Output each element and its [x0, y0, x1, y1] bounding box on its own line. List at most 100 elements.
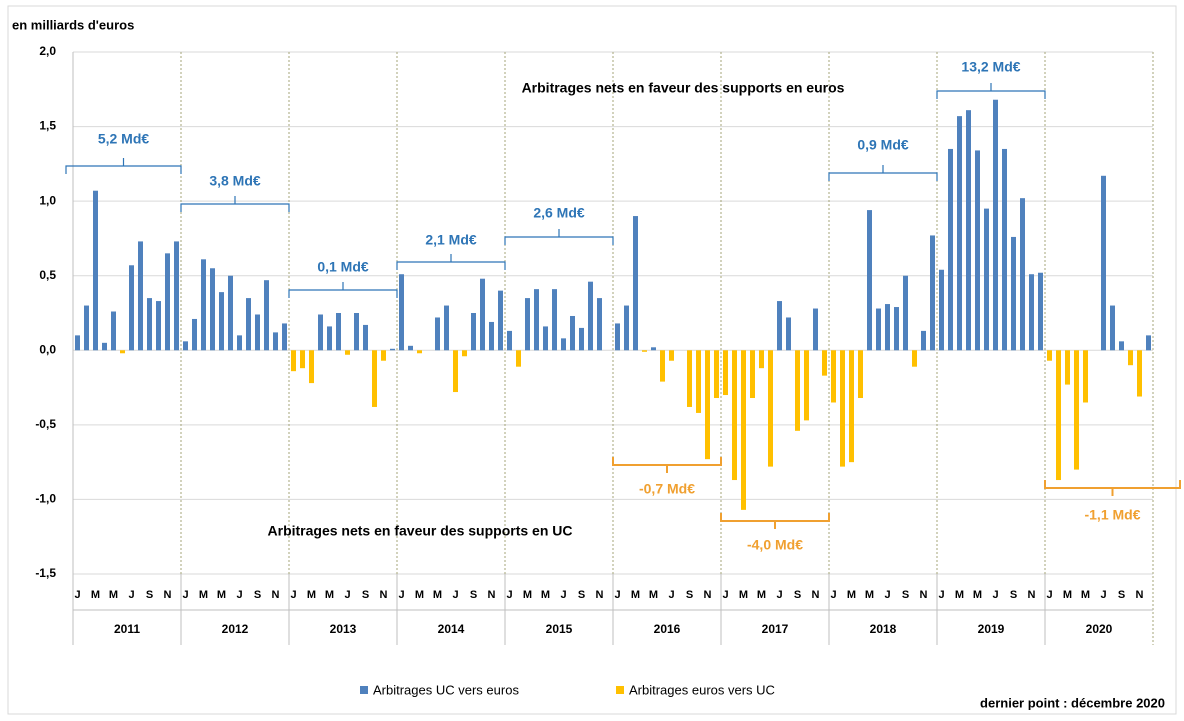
annotation: 13,2 Md€ — [961, 59, 1020, 75]
y-tick-label: -0,5 — [35, 417, 56, 431]
bar — [939, 269, 944, 351]
bracket — [612, 457, 722, 473]
bar — [1110, 305, 1115, 351]
bar — [300, 350, 305, 369]
annotation: Arbitrages nets en faveur des supports e… — [268, 523, 573, 539]
y-tick-label: 2,0 — [39, 44, 56, 58]
annotation: -0,7 Md€ — [639, 481, 695, 497]
bar — [696, 350, 701, 413]
x-tick-label: J — [1046, 589, 1052, 601]
bar — [723, 350, 728, 396]
x-tick-label: J — [992, 589, 998, 601]
x-tick-label: J — [776, 589, 782, 601]
x-tick-label: M — [109, 589, 118, 601]
x-tick-label: N — [596, 589, 604, 601]
bar — [309, 350, 314, 384]
bar — [813, 308, 818, 351]
x-tick-label: M — [91, 589, 100, 601]
annotation: 0,9 Md€ — [857, 137, 909, 153]
bar — [444, 305, 449, 351]
bar — [795, 350, 800, 431]
x-tick-label: M — [865, 589, 874, 601]
x-tick-label: J — [722, 589, 728, 601]
bar — [570, 315, 575, 351]
bar — [984, 208, 989, 351]
bar — [705, 350, 710, 460]
year-label: 2011 — [114, 622, 140, 636]
annotation: -1,1 Md€ — [1084, 507, 1140, 523]
x-tick-label: S — [470, 589, 477, 601]
bar — [858, 350, 863, 399]
annotation: 0,1 Md€ — [317, 259, 369, 275]
legend-label: Arbitrages euros vers UC — [629, 682, 775, 697]
bar — [489, 321, 494, 351]
bar — [786, 317, 791, 351]
bar — [1011, 236, 1016, 351]
bracket — [504, 229, 614, 245]
bar — [480, 278, 485, 351]
bar — [552, 289, 557, 351]
bar — [471, 313, 476, 351]
annotation: -4,0 Md€ — [747, 537, 803, 553]
x-tick-label: J — [830, 589, 836, 601]
bar — [543, 326, 548, 351]
y-tick-label: 0,5 — [39, 268, 56, 282]
bar — [291, 350, 296, 372]
bracket — [720, 513, 830, 529]
bar — [975, 150, 980, 351]
x-tick-label: M — [523, 589, 532, 601]
bar — [903, 275, 908, 351]
x-tick-label: M — [1081, 589, 1090, 601]
bar — [885, 304, 890, 351]
bar — [174, 241, 179, 351]
bar — [192, 318, 197, 351]
bar — [435, 317, 440, 351]
bar — [111, 311, 116, 351]
x-tick-label: M — [217, 589, 226, 601]
bar — [1065, 350, 1070, 385]
bar — [750, 350, 755, 399]
x-tick-label: J — [614, 589, 620, 601]
chart-frame — [7, 5, 1177, 715]
x-tick-label: N — [488, 589, 496, 601]
bar — [336, 313, 341, 351]
x-tick-label: M — [325, 589, 334, 601]
year-label: 2020 — [1086, 622, 1113, 636]
legend-swatch — [616, 686, 624, 694]
bar — [210, 268, 215, 351]
x-tick-label: J — [560, 589, 566, 601]
bracket — [288, 282, 398, 298]
x-tick-label: M — [649, 589, 658, 601]
bar — [381, 350, 386, 361]
bracket — [936, 83, 1046, 99]
x-tick-label: S — [254, 589, 261, 601]
x-tick-label: S — [686, 589, 693, 601]
x-tick-label: N — [380, 589, 388, 601]
year-label: 2016 — [654, 622, 681, 636]
x-tick-label: M — [415, 589, 424, 601]
y-tick-label: -1,5 — [35, 566, 56, 580]
x-tick-label: J — [74, 589, 80, 601]
x-tick-label: N — [920, 589, 928, 601]
bar — [1056, 350, 1061, 481]
annotation: 2,6 Md€ — [533, 205, 585, 221]
bar — [624, 305, 629, 351]
bracket — [1044, 480, 1181, 496]
bar — [93, 190, 98, 351]
y-tick-label: 0,0 — [39, 342, 56, 356]
year-label: 2017 — [762, 622, 789, 636]
bar — [768, 350, 773, 467]
annotation: 2,1 Md€ — [425, 232, 477, 248]
bar — [849, 350, 854, 463]
year-label: 2018 — [870, 622, 897, 636]
bar — [390, 348, 395, 351]
bar — [363, 324, 368, 351]
x-tick-label: M — [541, 589, 550, 601]
bar — [840, 350, 845, 467]
bar — [84, 305, 89, 351]
bar — [993, 99, 998, 351]
bar — [354, 313, 359, 351]
x-tick-label: S — [1118, 589, 1125, 601]
bar — [1047, 350, 1052, 361]
